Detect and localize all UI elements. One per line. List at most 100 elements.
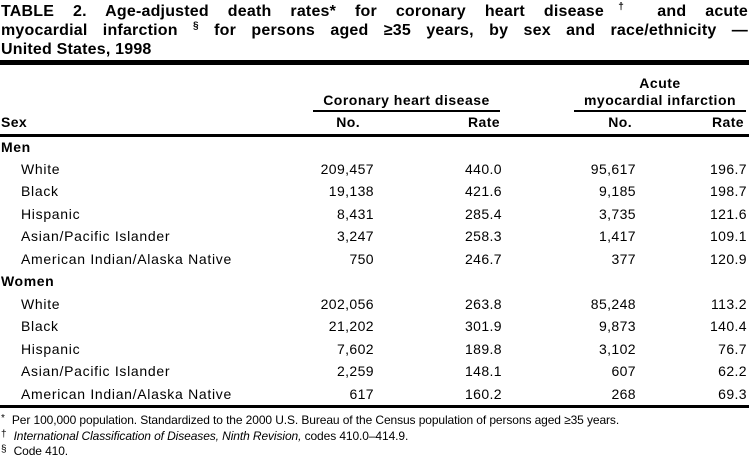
footnote-dagger: † International Classification of Disease… [0, 428, 749, 444]
empty-cell [638, 270, 749, 293]
table-row: Black 21,202 301.9 9,873 140.4 [0, 315, 749, 338]
row-label: Hispanic [21, 340, 81, 357]
cell-chd-no: 209,457 [320, 160, 374, 177]
table-title: TABLE 2. Age-adjusted death rates* for c… [0, 0, 748, 59]
column-header-chd-no: No. [336, 113, 360, 130]
cell-ami-rate: 196.7 [709, 160, 747, 177]
cell-chd-no: 2,259 [336, 363, 374, 380]
cell-chd-no: 617 [349, 385, 374, 402]
cell-chd-rate: 160.2 [464, 385, 502, 402]
column-header-sex: Sex [1, 113, 28, 130]
cell-ami-no: 9,185 [598, 183, 636, 200]
footnote-asterisk: * Per 100,000 population. Standardized to… [0, 412, 749, 428]
title-text: and acute [638, 3, 749, 20]
table-row: American Indian/Alaska Native 617 160.2 … [0, 383, 749, 406]
cell-ami-rate: 120.9 [709, 250, 747, 267]
table-row: White 209,457 440.0 95,617 196.7 [0, 158, 749, 181]
cell-ami-rate: 109.1 [709, 228, 747, 245]
cell-chd-rate: 189.8 [464, 340, 502, 357]
cell-chd-rate: 440.0 [464, 160, 502, 177]
empty-cell [288, 270, 376, 293]
cell-ami-rate: 121.6 [709, 205, 747, 222]
cell-ami-no: 1,417 [598, 228, 636, 245]
group-label-chd: Coronary heart disease [313, 92, 500, 112]
asterisk-footnote-marker: * [1, 413, 5, 424]
cell-chd-no: 3,247 [336, 228, 374, 245]
footnotes: * Per 100,000 population. Standardized to… [0, 412, 749, 459]
column-header-ami-rate: Rate [712, 113, 744, 130]
cell-ami-rate: 62.2 [718, 363, 747, 380]
section-row-men: Men [0, 135, 749, 158]
cell-ami-no: 377 [611, 250, 636, 267]
title-line-2: myocardial infarction § for persons aged… [1, 21, 748, 40]
empty-cell [638, 135, 749, 158]
section-label: Women [1, 273, 55, 290]
cell-chd-no: 7,602 [336, 340, 374, 357]
cell-chd-rate: 148.1 [464, 363, 502, 380]
title-line-1: TABLE 2. Age-adjusted death rates* for c… [1, 2, 748, 21]
cell-chd-rate: 301.9 [464, 318, 502, 335]
table-row: Asian/Pacific Islander 3,247 258.3 1,417… [0, 225, 749, 248]
section-footnote-marker: § [193, 20, 199, 32]
empty-cell [376, 135, 504, 158]
cell-chd-no: 19,138 [328, 183, 374, 200]
cell-ami-no: 95,617 [590, 160, 636, 177]
cell-chd-rate: 421.6 [464, 183, 502, 200]
footnote-text: Per 100,000 population. Standardized to … [11, 413, 620, 427]
cell-chd-no: 750 [349, 250, 374, 267]
table-bottom-rule [0, 405, 749, 408]
cell-chd-no: 21,202 [328, 318, 374, 335]
row-label: White [21, 160, 61, 177]
title-text: for persons aged ≥35 years, by sex and r… [198, 22, 748, 39]
group-top-line: Acute [639, 75, 681, 91]
cell-ami-rate: 76.7 [718, 340, 747, 357]
dagger-footnote-marker: † [1, 428, 7, 440]
column-header-chd-rate: Rate [468, 113, 500, 130]
section-row-women: Women [0, 270, 749, 293]
death-rates-table: Coronary heart disease Acute myocardial … [0, 65, 749, 405]
row-label: American Indian/Alaska Native [21, 385, 232, 402]
empty-cell [504, 135, 638, 158]
cell-ami-no: 9,873 [598, 318, 636, 335]
column-group-header-row: Coronary heart disease Acute myocardial … [0, 65, 749, 112]
row-label: Asian/Pacific Islander [21, 228, 171, 245]
table-row: Hispanic 7,602 189.8 3,102 76.7 [0, 338, 749, 361]
cell-ami-rate: 69.3 [718, 385, 747, 402]
empty-cell [504, 270, 638, 293]
cell-ami-no: 3,735 [598, 205, 636, 222]
cell-chd-no: 8,431 [336, 205, 374, 222]
cell-ami-no: 268 [611, 385, 636, 402]
group-label-ami: myocardial infarction [573, 92, 747, 112]
cell-ami-no: 85,248 [590, 295, 636, 312]
title-text: myocardial infarction [1, 22, 178, 39]
cell-chd-rate: 258.3 [464, 228, 502, 245]
title-text: TABLE 2. Age-adjusted death rates* for c… [1, 3, 604, 20]
dagger-footnote-marker: † [604, 1, 639, 13]
cell-chd-rate: 263.8 [464, 295, 502, 312]
table-row: American Indian/Alaska Native 750 246.7 … [0, 248, 749, 271]
row-label: White [21, 295, 61, 312]
column-group-acute-myocardial-infarction: Acute myocardial infarction [504, 65, 749, 112]
cell-ami-rate: 198.7 [709, 183, 747, 200]
cell-ami-rate: 113.2 [711, 295, 747, 312]
empty-cell [288, 135, 376, 158]
row-label: Black [21, 183, 59, 200]
cell-ami-rate: 140.4 [709, 318, 747, 335]
row-label: Hispanic [21, 205, 81, 222]
empty-cell [0, 65, 288, 112]
row-label: Asian/Pacific Islander [21, 363, 171, 380]
table-row: Hispanic 8,431 285.4 3,735 121.6 [0, 203, 749, 226]
column-header-ami-no: No. [608, 113, 632, 130]
empty-cell [376, 270, 504, 293]
column-header-row: Sex No. Rate No. Rate [0, 112, 749, 135]
section-label: Men [1, 139, 31, 155]
footnote-italic-text: International Classification of Diseases… [13, 428, 302, 443]
column-group-coronary-heart-disease: Coronary heart disease [288, 65, 504, 112]
cell-chd-rate: 285.4 [464, 205, 502, 222]
section-footnote-marker: § [1, 444, 7, 456]
footnote-section: § Code 410. [0, 443, 749, 459]
footnote-text: codes 410.0–414.9. [301, 428, 409, 443]
row-label: American Indian/Alaska Native [21, 250, 232, 267]
row-label: Black [21, 318, 59, 335]
